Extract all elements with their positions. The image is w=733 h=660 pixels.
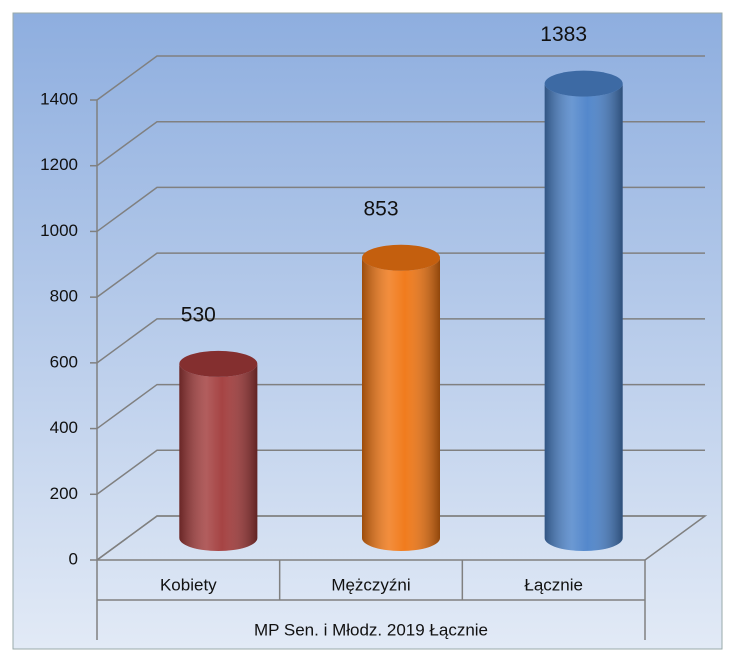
grid-line <box>96 186 705 233</box>
bar-shading <box>544 83 623 551</box>
bar-top-shade <box>179 350 258 377</box>
y-tick-label: 0 <box>69 549 78 568</box>
bar-shading <box>179 363 258 551</box>
y-tick-label: 800 <box>50 287 78 306</box>
y-tick-label: 1200 <box>40 155 78 174</box>
y-tick-label: 200 <box>50 484 78 503</box>
bar-top <box>179 350 258 377</box>
grid-line <box>96 449 705 495</box>
grid-line <box>96 383 705 430</box>
grid-line <box>96 120 705 167</box>
bar-top <box>362 244 440 271</box>
grid-line <box>96 515 705 561</box>
data-label: 530 <box>181 303 216 326</box>
x-tick-label: Kobiety <box>160 575 217 594</box>
grid-line <box>96 252 705 298</box>
bar-top-shade <box>544 70 623 97</box>
data-label: 853 <box>363 197 398 220</box>
data-label: 1383 <box>540 23 587 46</box>
y-tick-label: 400 <box>50 418 78 437</box>
bar-top <box>544 70 623 97</box>
bar-shading <box>362 257 440 551</box>
grid-line <box>96 318 705 364</box>
y-tick-label: 600 <box>50 352 78 371</box>
x-tick-label: Łącznie <box>524 575 583 594</box>
bar-top-shade <box>362 244 440 271</box>
grid-line <box>96 55 705 101</box>
y-tick-label: 1400 <box>40 89 78 108</box>
x-axis-title: MP Sen. i Młodz. 2019 Łącznie <box>254 620 488 639</box>
x-tick-label: Mężczyźni <box>331 575 410 594</box>
y-tick-label: 1000 <box>40 221 78 240</box>
